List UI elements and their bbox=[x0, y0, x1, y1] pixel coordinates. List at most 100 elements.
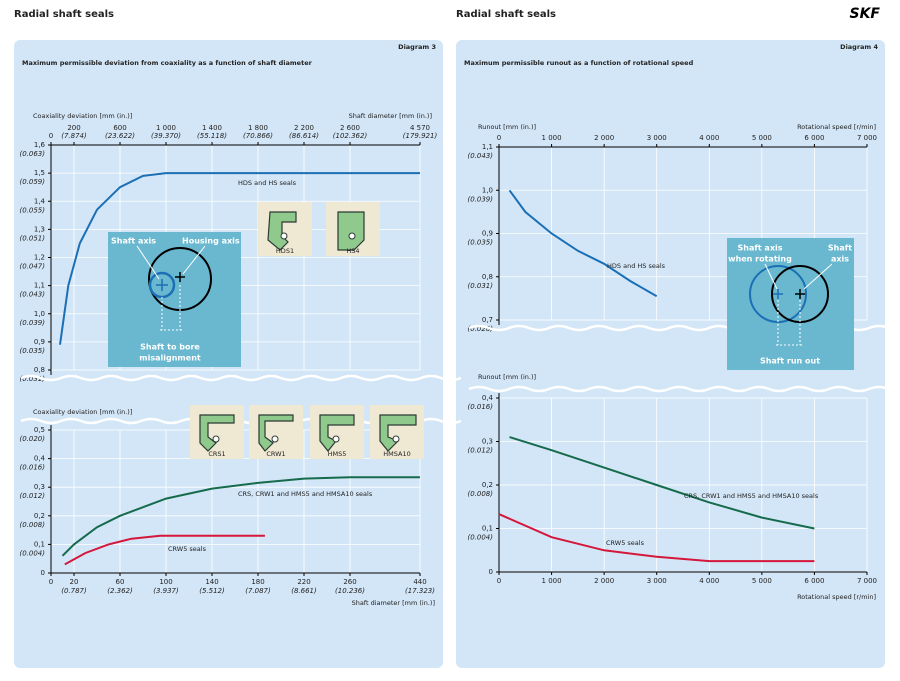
x-tick-label: 4 000 bbox=[699, 134, 719, 142]
axis-break bbox=[20, 374, 462, 382]
axis-break bbox=[468, 385, 900, 393]
seal-spring bbox=[348, 232, 356, 240]
seal-spring bbox=[332, 435, 340, 443]
y-tick-label: 0,9 bbox=[482, 230, 493, 238]
y-tick-label: 0,3 bbox=[34, 483, 45, 491]
y-tick-label: 0 bbox=[489, 568, 493, 576]
inset-label: Housing axis bbox=[182, 237, 240, 246]
x-tick-label: (2.362) bbox=[107, 587, 133, 595]
x-tick-label: 5 000 bbox=[752, 134, 772, 142]
x-tick-label: 0 bbox=[49, 578, 53, 586]
y-tick-label: (0.004) bbox=[19, 549, 45, 557]
seal-spring bbox=[392, 435, 400, 443]
inset-label: when rotating bbox=[728, 255, 792, 264]
x-tick-label: 2 000 bbox=[594, 577, 614, 585]
x-tick-label: (17.323) bbox=[405, 587, 435, 595]
seal-shape bbox=[258, 414, 294, 452]
x-tick-label: 2 200 bbox=[294, 124, 314, 132]
pointer bbox=[764, 263, 833, 290]
x-tick-label: 1 000 bbox=[542, 577, 562, 585]
y-tick-label: (0.043) bbox=[467, 152, 493, 160]
seal-shape bbox=[199, 414, 235, 452]
y-tick-label: (0.055) bbox=[19, 206, 45, 214]
x-tick-label: 200 bbox=[67, 124, 80, 132]
y-tick-label: (0.035) bbox=[467, 239, 493, 247]
y-tick-label: 0,4 bbox=[482, 394, 494, 402]
seal-box bbox=[249, 405, 303, 459]
x-tick-label: (8.661) bbox=[291, 587, 317, 595]
x-tick-label: 600 bbox=[113, 124, 126, 132]
x-tick-label: 60 bbox=[116, 578, 125, 586]
y-tick-label: 1,0 bbox=[34, 310, 45, 318]
y-tick-label: (0.035) bbox=[19, 347, 45, 355]
x-tick-label: 20 bbox=[70, 578, 79, 586]
x-tick-label: (7.087) bbox=[245, 587, 271, 595]
series-label: CRS, CRW1 and HMS5 and HMSA10 seals bbox=[238, 490, 373, 498]
y-tick-label: (0.043) bbox=[19, 291, 45, 299]
x-tick-label: 440 bbox=[413, 578, 426, 586]
axis-cross bbox=[795, 289, 805, 299]
x-tick-label: (5.512) bbox=[199, 587, 225, 595]
y-tick-label: 0,5 bbox=[34, 426, 45, 434]
y-tick-label: (0.020) bbox=[19, 435, 45, 443]
series-label: CRW5 seals bbox=[168, 545, 207, 553]
series-label: HDS and HS seals bbox=[607, 262, 666, 270]
y-tick-label: (0.051) bbox=[19, 234, 45, 242]
seal-label: CRS1 bbox=[208, 450, 225, 458]
y-tick-label: (0.047) bbox=[19, 263, 45, 271]
seal-label: CRW1 bbox=[266, 450, 285, 458]
x-tick-label: (102.362) bbox=[333, 132, 368, 140]
seal-box bbox=[190, 405, 244, 459]
panel bbox=[456, 40, 885, 668]
x-axis-title: Shaft diameter [mm (in.)] bbox=[352, 599, 435, 607]
axis-cross bbox=[773, 289, 783, 299]
seal-label: HS4 bbox=[346, 247, 359, 255]
y-tick-label: 0,7 bbox=[482, 316, 493, 324]
panel-subtitle: Maximum permissible runout as a function… bbox=[464, 59, 694, 67]
series-line bbox=[61, 476, 420, 557]
x-tick-label: (179.921) bbox=[403, 132, 438, 140]
y-tick-label: (0.063) bbox=[19, 150, 45, 158]
y-tick-label: 0,4 bbox=[34, 455, 46, 463]
y-tick-label: 0 bbox=[41, 569, 45, 577]
y-tick-label: (0.028) bbox=[467, 325, 493, 333]
x-tick-label: 180 bbox=[251, 578, 264, 586]
inset-box bbox=[727, 238, 854, 370]
x-tick-label: 2 000 bbox=[594, 134, 614, 142]
x-axis-title: Rotational speed [r/min] bbox=[797, 123, 876, 131]
seal-icon: HMS5 bbox=[310, 405, 364, 459]
x-tick-label: 4 000 bbox=[699, 577, 719, 585]
x-tick-label: 4 570 bbox=[410, 124, 430, 132]
y-tick-label: 1,0 bbox=[482, 186, 493, 194]
seal-box bbox=[310, 405, 364, 459]
y-tick-label: 0,2 bbox=[482, 481, 493, 489]
x-tick-label: 3 000 bbox=[647, 577, 667, 585]
seal-spring bbox=[212, 435, 220, 443]
y-tick-label: 1,1 bbox=[482, 143, 493, 151]
y-axis-title: Coaxiality deviation [mm (in.)] bbox=[33, 408, 132, 416]
x-tick-label: 6 000 bbox=[804, 577, 824, 585]
inset: Shaft axis when rotating Shaft axis Shaf… bbox=[727, 238, 854, 370]
x-tick-label: 2 600 bbox=[340, 124, 360, 132]
dimension bbox=[776, 300, 802, 346]
x-axis-title: Rotational speed [r/min] bbox=[797, 593, 876, 601]
panel-subtitle: Maximum permissible deviation from coaxi… bbox=[22, 59, 313, 67]
x-tick-label: 7 000 bbox=[857, 134, 877, 142]
series-line bbox=[59, 172, 420, 345]
y-tick-label: 1,3 bbox=[34, 225, 45, 233]
y-tick-label: 0,2 bbox=[34, 512, 45, 520]
y-axis-title: Runout [mm (in.)] bbox=[478, 373, 536, 381]
x-tick-label: 0 bbox=[497, 134, 501, 142]
inset-label: misalignment bbox=[139, 354, 201, 363]
y-tick-label: 1,2 bbox=[34, 254, 45, 262]
axis-cross bbox=[175, 272, 185, 282]
dimension bbox=[160, 285, 182, 331]
x-tick-label: 140 bbox=[205, 578, 218, 586]
x-tick-label: (23.622) bbox=[105, 132, 135, 140]
inset-box bbox=[108, 232, 241, 367]
axis-cross bbox=[156, 279, 168, 291]
seal-label: HMS5 bbox=[328, 450, 347, 458]
x-tick-label: 3 000 bbox=[647, 134, 667, 142]
seal-spring bbox=[271, 435, 279, 443]
